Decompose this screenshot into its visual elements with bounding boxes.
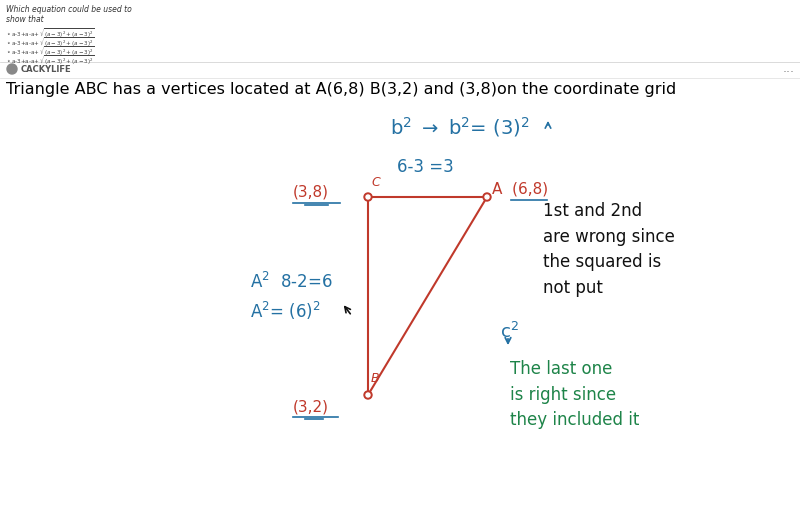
- Text: $\circ$ a-3+a-a+ $\sqrt{(a-3)^2+(a-3)^2}$: $\circ$ a-3+a-a+ $\sqrt{(a-3)^2+(a-3)^2}…: [6, 27, 94, 40]
- Circle shape: [364, 193, 372, 201]
- Text: (3,8): (3,8): [293, 185, 329, 200]
- Circle shape: [485, 195, 489, 199]
- Text: B: B: [371, 372, 380, 385]
- Text: CACKYLIFE: CACKYLIFE: [21, 65, 72, 73]
- Circle shape: [366, 195, 370, 199]
- Circle shape: [7, 64, 17, 74]
- Text: 6-3 =3: 6-3 =3: [397, 158, 454, 176]
- Text: b$^2$ $\rightarrow$ b$^2$= (3)$^2$: b$^2$ $\rightarrow$ b$^2$= (3)$^2$: [390, 115, 530, 139]
- Text: A  (6,8): A (6,8): [492, 182, 548, 196]
- Circle shape: [483, 193, 491, 201]
- Circle shape: [366, 393, 370, 397]
- Text: $\circ$ a-3+a-a+ $\sqrt{(a-3)^2+(a-3)^2}$: $\circ$ a-3+a-a+ $\sqrt{(a-3)^2+(a-3)^2}…: [6, 45, 94, 58]
- Text: The last one
is right since
they included it: The last one is right since they include…: [510, 360, 639, 429]
- Text: Which equation could be used to
show that: Which equation could be used to show tha…: [6, 5, 132, 25]
- Text: (3,2): (3,2): [293, 400, 329, 415]
- Text: ...: ...: [783, 63, 795, 75]
- Text: c$^2$: c$^2$: [500, 322, 519, 342]
- Text: A$^2$= (6)$^2$: A$^2$= (6)$^2$: [250, 300, 321, 322]
- Circle shape: [364, 391, 372, 399]
- Text: 1st and 2nd
are wrong since
the squared is
not put: 1st and 2nd are wrong since the squared …: [543, 202, 675, 297]
- Text: $\circ$ a-3+a-a+ $\sqrt{(a-3)^2+(a-3)^2}$: $\circ$ a-3+a-a+ $\sqrt{(a-3)^2+(a-3)^2}…: [6, 54, 94, 67]
- Text: A$^2$  8-2=6: A$^2$ 8-2=6: [250, 272, 333, 292]
- Text: Triangle ABC has a vertices located at A(6,8) B(3,2) and (3,8)on the coordinate : Triangle ABC has a vertices located at A…: [6, 82, 676, 97]
- Text: $\circ$ a-3+a-a+ $\sqrt{(a-3)^2+(a-3)^2}$: $\circ$ a-3+a-a+ $\sqrt{(a-3)^2+(a-3)^2}…: [6, 36, 94, 49]
- Text: C: C: [371, 176, 380, 189]
